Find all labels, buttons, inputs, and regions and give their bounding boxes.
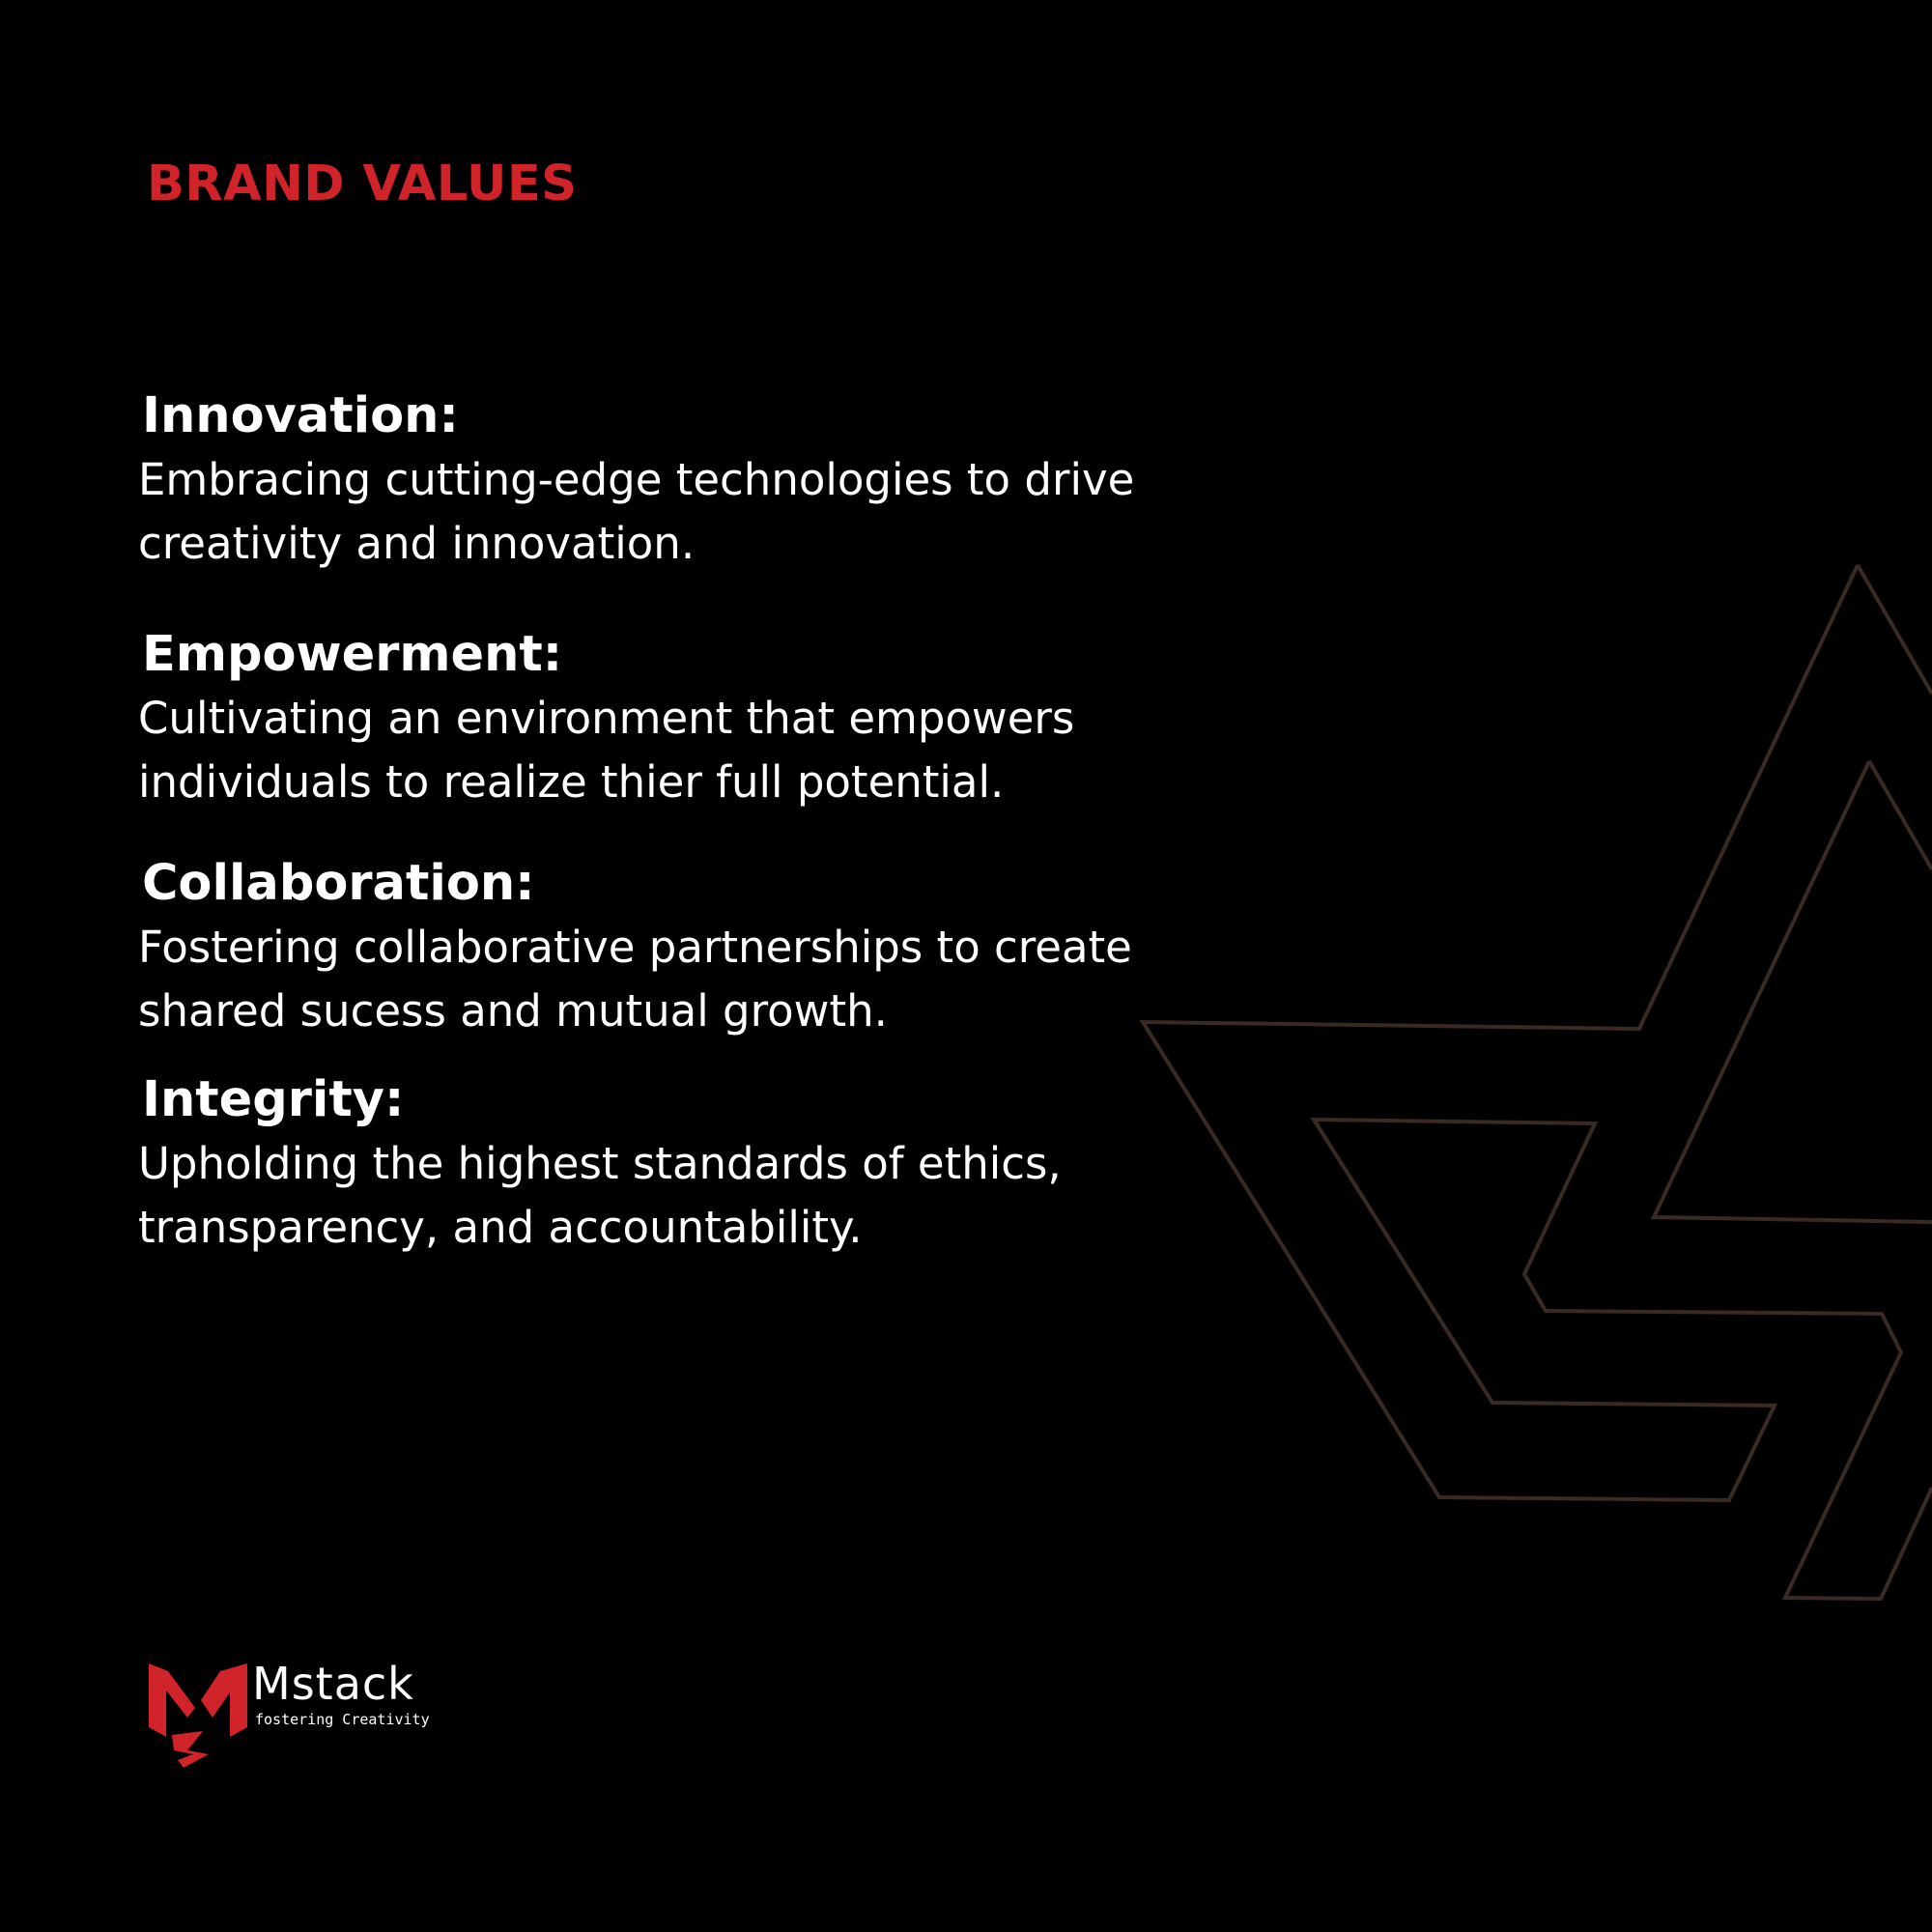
logo-mark-left	[149, 1663, 195, 1737]
value-description: Embracing cutting-edge technologies to d…	[138, 454, 1135, 569]
value-description: Upholding the highest standards of ethic…	[138, 1138, 1062, 1253]
brand-logo: Mstack fostering Creativity	[145, 1658, 473, 1774]
value-title: Empowerment:	[142, 626, 563, 683]
brand-tagline: fostering Creativity	[255, 1711, 430, 1728]
logo-mark-bottom	[172, 1731, 209, 1768]
mstack-logo-icon	[149, 1663, 247, 1768]
value-item-collaboration: Collaboration: Fostering collaborative p…	[138, 852, 1278, 1043]
outline-inner-path	[1650, 759, 1932, 1224]
value-title: Collaboration:	[142, 855, 535, 912]
value-item-empowerment: Empowerment: Cultivating an environment …	[138, 623, 1278, 814]
value-title: Integrity:	[142, 1071, 405, 1128]
logo-mark-right	[201, 1663, 247, 1737]
brand-name: Mstack	[252, 1658, 414, 1710]
value-item-integrity: Integrity: Upholding the highest standar…	[138, 1068, 1278, 1260]
value-description: Cultivating an environment that empowers…	[138, 693, 1075, 808]
value-item-innovation: Innovation: Embracing cutting-edge techn…	[138, 384, 1278, 576]
value-description: Fostering collaborative partnerships to …	[138, 922, 1132, 1037]
page-title: BRAND VALUES	[147, 156, 578, 213]
value-title: Innovation:	[142, 387, 459, 444]
